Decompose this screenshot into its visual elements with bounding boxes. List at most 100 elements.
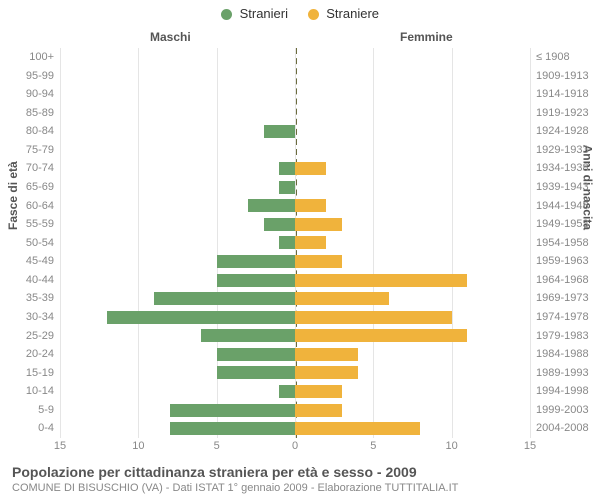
legend-dot-female: [308, 9, 319, 20]
age-label: 65-69: [4, 178, 54, 197]
x-tick: 15: [54, 440, 66, 452]
chart-row: 80-841924-1928: [60, 122, 530, 141]
age-label: 30-34: [4, 308, 54, 327]
bar-female: [295, 162, 326, 175]
chart-row: 25-291979-1983: [60, 327, 530, 346]
chart-row: 90-941914-1918: [60, 85, 530, 104]
legend-label-female: Straniere: [326, 6, 379, 21]
birth-year-label: 1939-1943: [536, 178, 600, 197]
birth-year-label: 1924-1928: [536, 122, 600, 141]
chart-row: 85-891919-1923: [60, 104, 530, 123]
bar-male: [279, 162, 295, 175]
birth-year-label: 1944-1948: [536, 197, 600, 216]
age-label: 90-94: [4, 85, 54, 104]
birth-year-label: 1989-1993: [536, 364, 600, 383]
birth-year-label: 1994-1998: [536, 382, 600, 401]
birth-year-label: 1959-1963: [536, 252, 600, 271]
age-label: 60-64: [4, 197, 54, 216]
bar-male: [279, 181, 295, 194]
chart-row: 30-341974-1978: [60, 308, 530, 327]
plot-area: 100+≤ 190895-991909-191390-941914-191885…: [60, 48, 530, 438]
chart-row: 50-541954-1958: [60, 234, 530, 253]
age-label: 5-9: [4, 401, 54, 420]
birth-year-label: 1984-1988: [536, 345, 600, 364]
grid-line: [530, 48, 531, 438]
age-label: 55-59: [4, 215, 54, 234]
age-label: 95-99: [4, 67, 54, 86]
age-label: 40-44: [4, 271, 54, 290]
bar-male: [248, 199, 295, 212]
chart-row: 5-91999-2003: [60, 401, 530, 420]
chart-row: 40-441964-1968: [60, 271, 530, 290]
legend: Stranieri Straniere: [0, 6, 600, 21]
birth-year-label: 1919-1923: [536, 104, 600, 123]
x-tick: 10: [132, 440, 144, 452]
bar-female: [295, 255, 342, 268]
x-tick: 10: [446, 440, 458, 452]
bar-female: [295, 329, 467, 342]
birth-year-label: 1964-1968: [536, 271, 600, 290]
birth-year-label: 1909-1913: [536, 67, 600, 86]
x-axis: 15105051015: [60, 440, 530, 456]
x-tick: 5: [214, 440, 220, 452]
legend-label-male: Stranieri: [240, 6, 288, 21]
bar-female: [295, 311, 452, 324]
chart-subtitle: COMUNE DI BISUSCHIO (VA) - Dati ISTAT 1°…: [12, 482, 458, 494]
age-label: 10-14: [4, 382, 54, 401]
bar-female: [295, 366, 358, 379]
bar-female: [295, 385, 342, 398]
x-tick: 0: [292, 440, 298, 452]
birth-year-label: 2004-2008: [536, 419, 600, 438]
bar-male: [264, 218, 295, 231]
column-header-male: Maschi: [150, 30, 191, 44]
x-tick: 5: [370, 440, 376, 452]
bar-male: [170, 404, 295, 417]
bar-female: [295, 422, 420, 435]
age-label: 0-4: [4, 419, 54, 438]
legend-item-female: Straniere: [308, 6, 379, 21]
age-label: 80-84: [4, 122, 54, 141]
age-label: 45-49: [4, 252, 54, 271]
legend-item-male: Stranieri: [221, 6, 288, 21]
chart-row: 20-241984-1988: [60, 345, 530, 364]
bar-male: [201, 329, 295, 342]
chart-row: 95-991909-1913: [60, 67, 530, 86]
age-label: 75-79: [4, 141, 54, 160]
chart-row: 0-42004-2008: [60, 419, 530, 438]
birth-year-label: 1949-1953: [536, 215, 600, 234]
bar-male: [264, 125, 295, 138]
age-label: 70-74: [4, 159, 54, 178]
age-label: 100+: [4, 48, 54, 67]
chart-row: 35-391969-1973: [60, 289, 530, 308]
bar-female: [295, 404, 342, 417]
column-header-female: Femmine: [400, 30, 453, 44]
bar-male: [217, 255, 295, 268]
bar-female: [295, 292, 389, 305]
chart-title: Popolazione per cittadinanza straniera p…: [12, 464, 458, 480]
birth-year-label: 1974-1978: [536, 308, 600, 327]
bar-male: [107, 311, 295, 324]
birth-year-label: 1969-1973: [536, 289, 600, 308]
age-label: 50-54: [4, 234, 54, 253]
age-label: 25-29: [4, 327, 54, 346]
bar-female: [295, 274, 467, 287]
chart-row: 45-491959-1963: [60, 252, 530, 271]
age-label: 15-19: [4, 364, 54, 383]
chart-row: 75-791929-1933: [60, 141, 530, 160]
bar-male: [170, 422, 295, 435]
bar-female: [295, 218, 342, 231]
bar-male: [217, 274, 295, 287]
bar-male: [217, 348, 295, 361]
birth-year-label: ≤ 1908: [536, 48, 600, 67]
x-tick: 15: [524, 440, 536, 452]
bar-male: [279, 236, 295, 249]
chart-footer: Popolazione per cittadinanza straniera p…: [12, 464, 458, 494]
population-pyramid-chart: Stranieri Straniere Maschi Femmine Fasce…: [0, 0, 600, 500]
chart-row: 10-141994-1998: [60, 382, 530, 401]
birth-year-label: 1934-1938: [536, 159, 600, 178]
birth-year-label: 1954-1958: [536, 234, 600, 253]
bar-male: [154, 292, 295, 305]
birth-year-label: 1929-1933: [536, 141, 600, 160]
chart-row: 100+≤ 1908: [60, 48, 530, 67]
legend-dot-male: [221, 9, 232, 20]
